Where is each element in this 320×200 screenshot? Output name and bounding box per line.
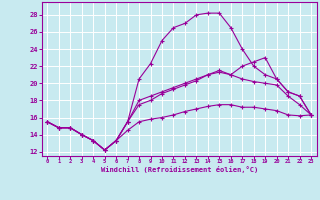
X-axis label: Windchill (Refroidissement éolien,°C): Windchill (Refroidissement éolien,°C) (100, 166, 258, 173)
